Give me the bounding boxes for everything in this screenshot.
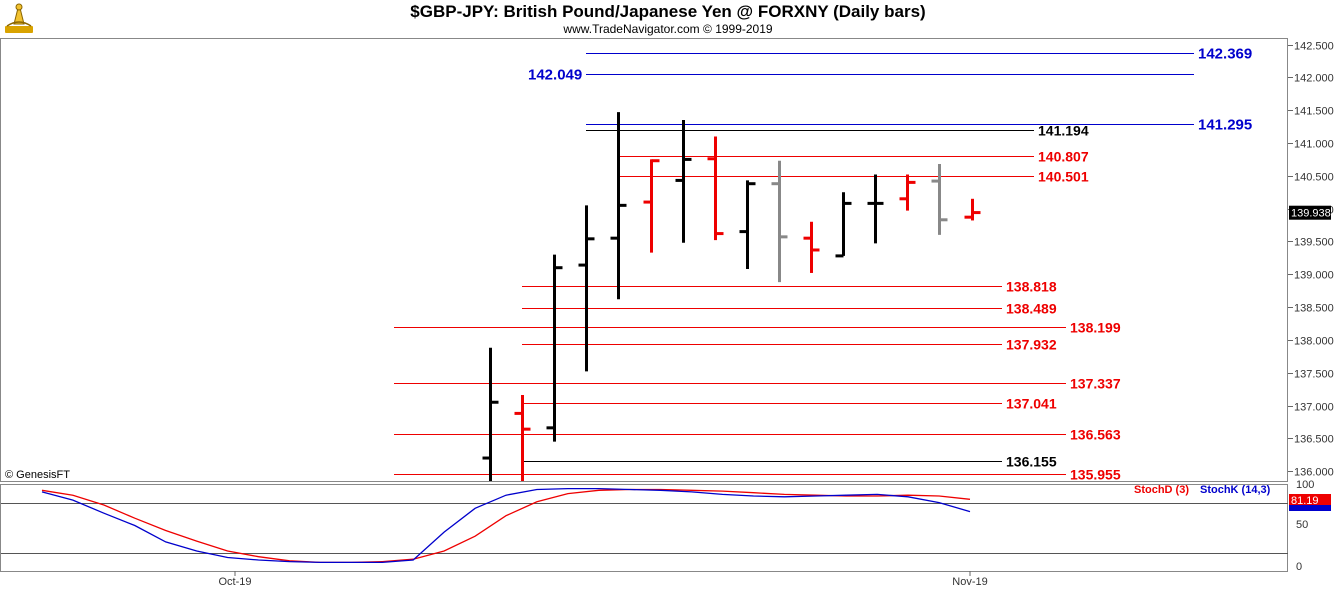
level-label: 137.041 [1006, 396, 1057, 412]
stochd-readout: 81.19 [1291, 495, 1319, 507]
price-tick-label: 139.500 [1294, 237, 1334, 249]
price-bars [482, 112, 981, 481]
stochastic-plot-area [0, 484, 1288, 572]
stochastic-tick-label: 0 [1296, 561, 1302, 573]
level-lines: 142.369 142.049 141.295 141.194 140.807 140.5… [394, 46, 1252, 483]
price-plot-area [0, 38, 1288, 482]
price-tick-label: 140.500 [1294, 172, 1334, 184]
level-label: 141.194 [1038, 123, 1089, 139]
copyright-label: © GenesisFT [5, 469, 70, 481]
level-label: 138.489 [1006, 301, 1057, 317]
price-tick-label: 136.000 [1294, 467, 1334, 479]
trade-navigator-logo-icon [5, 3, 33, 33]
level-label: 140.501 [1038, 169, 1089, 185]
level-label: 137.932 [1006, 337, 1057, 353]
level-label: 141.295 [1198, 117, 1252, 134]
stochd-readout-marker [1289, 494, 1331, 507]
plot-frame [0, 38, 1336, 591]
price-tick-label: 142.500 [1294, 41, 1334, 53]
level-label: 136.155 [1006, 454, 1057, 470]
level-label: 138.199 [1070, 320, 1121, 336]
price-tick-label: 138.000 [1294, 336, 1334, 348]
stochd-line [41, 488, 971, 564]
stochd-legend: StochD (3) [1134, 484, 1189, 496]
stochastic-tick-label: 100 [1296, 479, 1314, 491]
price-tick-label: 138.500 [1294, 303, 1334, 315]
price-tick-label: 142.000 [1294, 73, 1334, 85]
price-tick-label: 139.000 [1294, 270, 1334, 282]
level-label: 142.369 [1198, 46, 1252, 63]
level-label: 138.818 [1006, 279, 1057, 295]
time-axis: Oct-19 Nov-19 [218, 571, 988, 588]
chart-header: $GBP-JPY: British Pound/Japanese Yen @ F… [0, 0, 1336, 38]
chart-subtitle: www.TradeNavigator.com © 1999-2019 [563, 22, 773, 36]
time-tick-label: Nov-19 [952, 576, 987, 588]
price-axis[interactable]: 142.500142.000141.500141.000140.500140.0… [5, 41, 1334, 482]
price-tick-label: 136.500 [1294, 434, 1334, 446]
level-label: 137.337 [1070, 376, 1121, 392]
stochastic-tick-label: 50 [1296, 519, 1308, 531]
stochk-legend: StochK (14,3) [1200, 484, 1271, 496]
price-tick-label: 141.500 [1294, 106, 1334, 118]
level-label: 140.807 [1038, 149, 1089, 165]
stochk-readout-marker [1289, 505, 1331, 511]
last-price-marker [1289, 205, 1331, 220]
stochastic-panel: StochD (3) StochK (14,3) 100 50 0 81.19 [1, 479, 1331, 573]
price-tick-label: 137.500 [1294, 369, 1334, 381]
price-tick-label: 137.000 [1294, 402, 1334, 414]
level-label: 135.955 [1070, 467, 1121, 483]
price-tick-label: 141.000 [1294, 139, 1334, 151]
level-label: 136.563 [1070, 427, 1121, 443]
level-label: 142.049 [528, 67, 582, 84]
chart-title: $GBP-JPY: British Pound/Japanese Yen @ F… [410, 2, 926, 21]
time-tick-label: Oct-19 [218, 576, 251, 588]
last-price-label: 139.938 [1291, 208, 1331, 220]
stochk-line [41, 487, 971, 564]
